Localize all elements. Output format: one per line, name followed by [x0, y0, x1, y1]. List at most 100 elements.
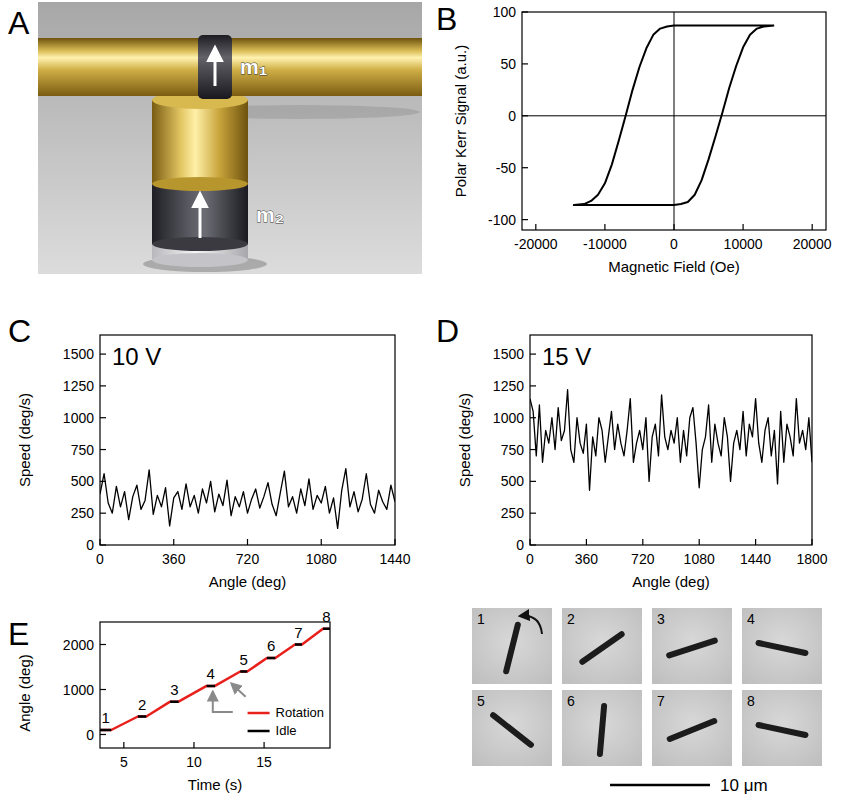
y-axis-title: Angle (deg): [16, 654, 33, 732]
x-tick-label: -10000: [583, 236, 627, 252]
panel-letter: E: [8, 616, 29, 652]
annotation: 3: [170, 681, 178, 698]
pointer-arrow: [232, 684, 246, 697]
frame-label: 7: [657, 693, 665, 709]
x-axis-title: Magnetic Field (Oe): [608, 258, 740, 275]
x-tick-label: 0: [670, 236, 678, 252]
magnet-m2: [152, 184, 248, 244]
nanomotor-rod: [759, 725, 806, 735]
y-tick-label: 1250: [493, 378, 524, 394]
frame-label: 2: [567, 611, 575, 627]
frame-background: [742, 608, 822, 684]
plot-frame: [100, 622, 330, 748]
y-tick-label: 100: [493, 4, 517, 20]
y-tick-label: 0: [86, 727, 94, 743]
frame-label: 4: [747, 611, 755, 627]
y-tick-label: 0: [86, 537, 94, 553]
y-tick-label: 0: [508, 108, 516, 124]
pointer-arrow: [213, 692, 233, 712]
zero-line: [522, 115, 826, 116]
annotation: 5: [240, 651, 248, 668]
y-axis-title: Speed (deg/s): [456, 393, 473, 487]
x-tick: [755, 539, 756, 545]
frame-background: [472, 690, 552, 766]
legend: RotationIdle: [248, 705, 324, 738]
y-tick: [100, 417, 106, 418]
x-tick: [699, 539, 700, 545]
nanomotor-rod: [669, 641, 715, 656]
micrograph-frame: 3: [652, 608, 732, 684]
x-tick-label: 720: [631, 551, 655, 567]
micrograph-frame: 1: [472, 608, 552, 684]
micrograph-frame: 7: [652, 690, 732, 766]
y-tick: [100, 644, 106, 645]
x-tick-label: 15: [256, 754, 272, 770]
panel-letter: A: [8, 5, 30, 41]
y-tick: [100, 449, 106, 450]
y-tick: [522, 115, 528, 116]
y-tick-label: 1000: [493, 410, 524, 426]
data-line: [100, 469, 395, 529]
plot-frame: [522, 12, 826, 230]
y-tick-label: 1500: [63, 346, 94, 362]
y-tick-label: 1500: [493, 346, 524, 362]
frame-background: [652, 690, 732, 766]
data-line: [530, 390, 812, 491]
annotation: 6: [267, 637, 275, 654]
y-tick: [100, 385, 106, 386]
micrograph-frame: 4: [742, 608, 822, 684]
annotation: 4: [207, 665, 215, 682]
x-tick-label: 360: [162, 551, 186, 567]
y-tick-label: 1000: [63, 410, 94, 426]
data-line: [574, 26, 774, 206]
x-tick-label: 20000: [793, 236, 832, 252]
data-line: [100, 629, 330, 730]
x-tick-label: 1080: [684, 551, 715, 567]
x-tick: [123, 742, 124, 748]
micrograph-frame: 2: [562, 608, 642, 684]
chart-panel: -20000-1000001000020000-100-50050100Magn…: [452, 4, 832, 275]
x-tick-label: 5: [120, 754, 128, 770]
frame-background: [472, 608, 552, 684]
magnetization-arrow: [214, 48, 217, 86]
plot-area: [530, 390, 812, 491]
x-tick: [394, 539, 395, 545]
y-tick-label: 1000: [63, 682, 94, 698]
frame-label: 6: [567, 693, 575, 709]
x-tick-label: 360: [575, 551, 599, 567]
y-tick-label: 2000: [63, 637, 94, 653]
magnet-m1: [198, 35, 232, 99]
x-tick-label: 10: [186, 754, 202, 770]
plot-area: [100, 469, 395, 529]
y-tick-label: 750: [501, 442, 525, 458]
y-tick-label: -50: [496, 160, 516, 176]
x-tick: [535, 224, 536, 230]
x-tick: [193, 742, 194, 748]
y-tick: [530, 417, 536, 418]
x-tick-label: 0: [526, 551, 534, 567]
magnet-label: m₂: [256, 203, 284, 226]
x-tick-label: 1080: [306, 551, 337, 567]
y-axis-title: Polar Kerr Signal (a.u.): [452, 45, 469, 198]
y-tick: [100, 353, 106, 354]
x-tick: [263, 742, 264, 748]
post-gold: [152, 100, 248, 184]
zero-line: [674, 12, 675, 230]
nanomotor-rod: [493, 715, 531, 745]
y-tick: [530, 385, 536, 386]
x-tick: [247, 539, 248, 545]
y-tick: [100, 513, 106, 514]
y-tick-label: 500: [71, 473, 95, 489]
x-tick-label: 1800: [796, 551, 827, 567]
y-tick: [100, 734, 106, 735]
micrographs: 1234567810 μm: [472, 608, 822, 795]
y-tick: [530, 353, 536, 354]
x-tick: [604, 224, 605, 230]
annotation: 8: [322, 608, 330, 625]
x-tick: [586, 539, 587, 545]
x-tick: [173, 539, 174, 545]
x-tick: [811, 539, 812, 545]
micrograph-frame: 8: [742, 690, 822, 766]
post-gold: [152, 177, 248, 191]
nanomotor-rod: [670, 721, 715, 739]
